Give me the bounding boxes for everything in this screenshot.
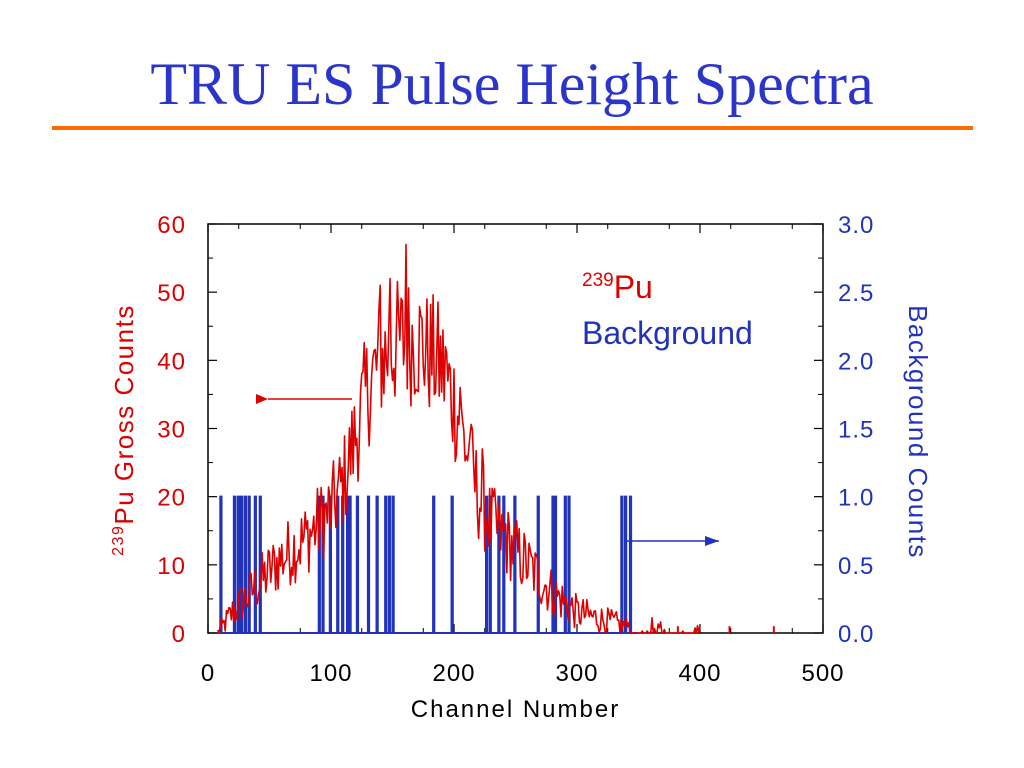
x-tick-label: 0 [201,660,215,687]
y-left-tick-label: 10 [157,553,186,580]
y-right-tick-label: 2.5 [838,280,874,307]
y-left-axis-label-text: Pu Gross Counts [109,304,139,524]
y-left-axis-label: 239Pu Gross Counts [109,304,139,556]
x-tick-label: 300 [555,660,598,687]
x-tick-label: 400 [678,660,721,687]
legend-pu239: 239Pu [582,269,653,305]
legend-background: Background [582,315,753,351]
background-series-line [219,495,639,634]
y-left-tick-label: 30 [157,417,186,444]
y-right-tick-label: 2.0 [838,348,874,375]
y-right-tick-label: 0.5 [838,553,874,580]
x-tick-label: 200 [432,660,475,687]
y-left-tick-label: 0 [172,621,186,648]
y-left-tick-label: 20 [157,485,186,512]
pu239-series-line [217,243,701,634]
y-left-tick-label: 60 [157,212,186,239]
y-left-axis-label-sup: 239 [110,525,127,556]
x-tick-label: 100 [309,660,352,687]
y-right-tick-label: 0.0 [838,621,874,648]
y-right-tick-label: 1.5 [838,417,874,444]
legend-pu239-sup: 239 [582,270,614,291]
y-left-tick-label: 40 [157,348,186,375]
x-tick-label: 500 [801,660,844,687]
y-right-tick-label: 3.0 [838,212,874,239]
y-left-tick-label: 50 [157,280,186,307]
title-divider [52,126,973,130]
x-axis-label: Channel Number [411,696,620,723]
legend-pu239-text: Pu [614,269,653,305]
slide-title: TRU ES Pulse Height Spectra [150,51,874,117]
y-right-axis-label: Background Counts [903,305,933,559]
y-right-tick-label: 1.0 [838,485,874,512]
